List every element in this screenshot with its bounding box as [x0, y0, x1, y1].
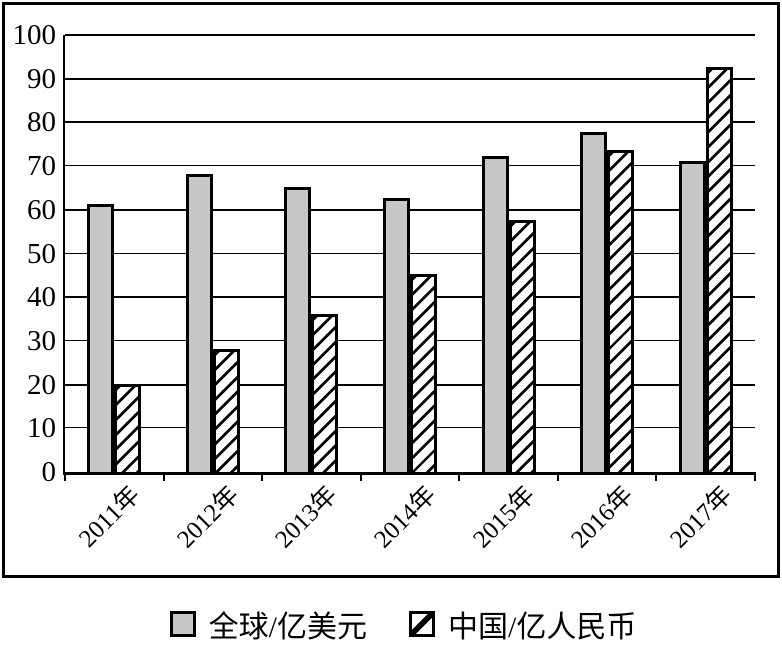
y-tick-label-40: 40 [27, 281, 56, 314]
plot-area [63, 34, 756, 481]
gridline-70 [65, 165, 755, 167]
y-tick-label-80: 80 [27, 106, 56, 139]
y-tick-label-30: 30 [27, 324, 56, 357]
y-tick-label-70: 70 [27, 150, 56, 183]
bar-global-2014年 [383, 197, 410, 472]
gridline-80 [65, 121, 755, 124]
bar-global-2011年 [87, 204, 115, 472]
legend-label-global: 全球/亿美元 [208, 611, 367, 644]
y-tick-label-100: 100 [12, 19, 57, 51]
x-axis-tick [655, 472, 658, 481]
bar-china-2017年 [705, 66, 733, 472]
gridline-50 [65, 252, 755, 254]
x-axis-tick [359, 472, 362, 481]
bar-china-2012年 [212, 348, 240, 472]
legend-item-china: 中国/亿人民币 [409, 602, 636, 646]
x-axis-tick [754, 472, 756, 481]
legend-label-china: 中国/亿人民币 [448, 611, 637, 644]
y-tick-label-0: 0 [41, 456, 57, 488]
bar-global-2017年 [678, 160, 706, 472]
gridline-100 [65, 34, 755, 36]
x-axis-tick [64, 472, 66, 481]
x-axis-tick [261, 472, 264, 481]
x-axis-tick [162, 472, 165, 481]
bar-china-2013年 [311, 313, 339, 472]
y-tick-label-90: 90 [27, 62, 56, 95]
legend-swatch-global-solid [169, 611, 196, 637]
legend-item-global: 全球/亿美元 [169, 602, 367, 646]
legend: 全球/亿美元 中国/亿人民币 [12, 602, 782, 646]
y-tick-label-20: 20 [27, 368, 56, 401]
bar-global-2016年 [580, 132, 608, 472]
bar-china-2015年 [508, 219, 536, 472]
legend-swatch-china-hatched [409, 611, 435, 637]
bar-global-2013年 [284, 186, 312, 472]
y-tick-label-50: 50 [27, 237, 56, 270]
gridline-60 [65, 208, 755, 211]
gridline-90 [65, 77, 755, 80]
bar-china-2011年 [114, 383, 142, 472]
bar-china-2014年 [410, 274, 437, 472]
bar-global-2015年 [481, 156, 509, 472]
bar-china-2016年 [607, 149, 635, 472]
y-tick-label-10: 10 [27, 412, 56, 445]
x-axis-tick [458, 472, 461, 481]
x-axis-tick [556, 472, 559, 481]
bar-global-2012年 [185, 173, 213, 472]
y-tick-label-60: 60 [27, 193, 56, 226]
